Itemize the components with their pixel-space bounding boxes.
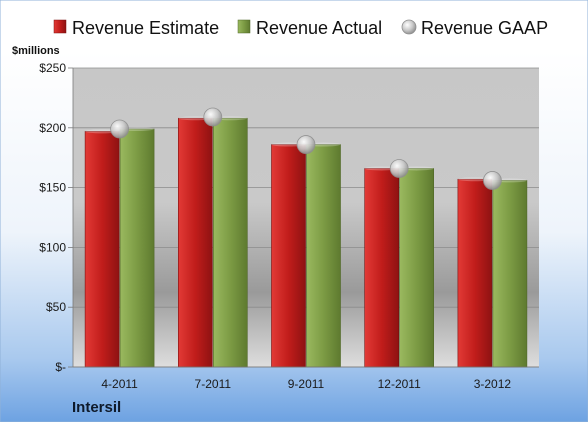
y-tick-label: $150: [39, 181, 66, 195]
bar-revenue-actual: [492, 180, 528, 368]
x-tick-label: 3-2012: [474, 377, 512, 391]
y-axis-ticks: $- $50 $100 $150 $200 $250: [39, 61, 74, 374]
bars: [84, 116, 528, 368]
company-label: Intersil: [72, 399, 121, 416]
y-tick-label: $200: [39, 121, 66, 135]
bar-revenue-estimate: [271, 144, 306, 368]
marker-revenue-gaap: [296, 135, 316, 154]
bar-revenue-actual: [399, 168, 435, 368]
marker-revenue-gaap: [482, 171, 502, 190]
bar-revenue-estimate: [364, 168, 400, 368]
legend-label-gaap: Revenue GAAP: [421, 18, 548, 38]
y-axis-unit-label: $millions: [12, 45, 60, 57]
marker-revenue-gaap: [389, 159, 409, 178]
bar-revenue-estimate: [84, 131, 120, 368]
legend-swatch-actual: [237, 19, 251, 34]
y-tick-label: $50: [46, 300, 66, 314]
x-tick-label: 4-2011: [101, 377, 138, 391]
legend-swatch-estimate: [53, 19, 67, 34]
y-tick-label: $-: [55, 360, 66, 374]
y-tick-label: $100: [39, 240, 66, 254]
x-axis-ticks: 4-2011 7-2011 9-2011 12-2011 3-2012: [73, 366, 539, 391]
bar-revenue-actual: [213, 117, 248, 368]
bar-revenue-estimate: [457, 178, 493, 368]
x-tick-label: 12-2011: [378, 377, 421, 391]
gaap-markers: [110, 107, 502, 190]
bar-revenue-actual: [119, 128, 155, 368]
bar-revenue-actual: [306, 144, 341, 368]
bar-revenue-estimate: [178, 117, 213, 368]
marker-revenue-gaap: [110, 119, 129, 139]
marker-revenue-gaap: [203, 107, 223, 127]
legend-label-estimate: Revenue Estimate: [72, 18, 219, 38]
legend-label-actual: Revenue Actual: [256, 18, 382, 38]
legend-marker-gaap: [401, 19, 417, 35]
x-tick-label: 7-2011: [195, 377, 232, 391]
y-tick-label: $250: [39, 61, 66, 75]
chart-legend: Revenue Estimate Revenue Actual Revenue …: [53, 18, 548, 38]
x-tick-label: 9-2011: [288, 377, 325, 391]
